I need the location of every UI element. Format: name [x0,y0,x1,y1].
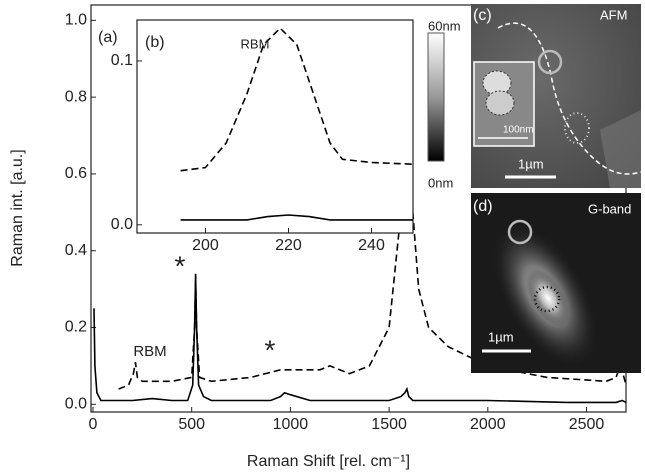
x-tick-label: 0 [89,416,98,433]
colorbar [427,32,445,162]
x-tick-label: 1500 [371,416,407,433]
x-tick-label: 2000 [470,416,506,433]
annotation: RBM [133,343,166,360]
y-tick-label: 0.4 [65,242,87,259]
panel-label: (c) [473,7,492,24]
x-tick-label: 200 [192,237,219,254]
scale-label: 1µm [518,156,544,171]
x-tick-label: 240 [358,237,385,254]
y-tick-label: 0.1 [111,52,133,69]
panel-label: (b) [145,34,165,51]
x-tick-label: 500 [178,416,205,433]
colorbar-min: 0nm [428,175,453,190]
x-tick-label: 1000 [273,416,309,433]
y-tick-label: 0.2 [65,319,87,336]
annotation: RBM [241,36,270,51]
y-tick-label: 0.0 [111,216,133,233]
afm-image [471,4,642,188]
x-tick-label: 220 [275,237,302,254]
gband-image [471,193,641,373]
plot-frame [136,19,414,234]
annotation: * [175,250,186,281]
data-line [93,273,627,404]
y-tick-label: 1.0 [65,12,87,29]
y-tick-label: 0.8 [65,88,87,105]
main-chart: 0 500 1000 1500 2000 2500 0.0 0.2 0.4 0.6 0.8 1.0 Ra… [9,4,627,470]
x-tick-label: 2500 [569,416,605,433]
x-axis-title: Raman Shift [rel. cm⁻¹] [247,453,410,470]
scale-label: 100nm [503,125,534,136]
panel-label: (d) [473,198,493,215]
data-line [180,214,413,221]
annotation: * [265,334,276,365]
panel-title: G-band [588,201,631,216]
panel-title: AFM [600,7,627,22]
panel-label: (a) [98,29,118,46]
colorbar-max: 60nm [428,18,461,33]
y-tick-label: 0.0 [65,396,87,413]
inset-chart: 200 220 240 0.0 0.1 (b) RBM [111,19,414,254]
y-tick-label: 0.6 [65,165,87,182]
scale-label: 1µm [488,329,514,344]
y-axis-title: Raman int. [a.u.] [9,149,26,266]
